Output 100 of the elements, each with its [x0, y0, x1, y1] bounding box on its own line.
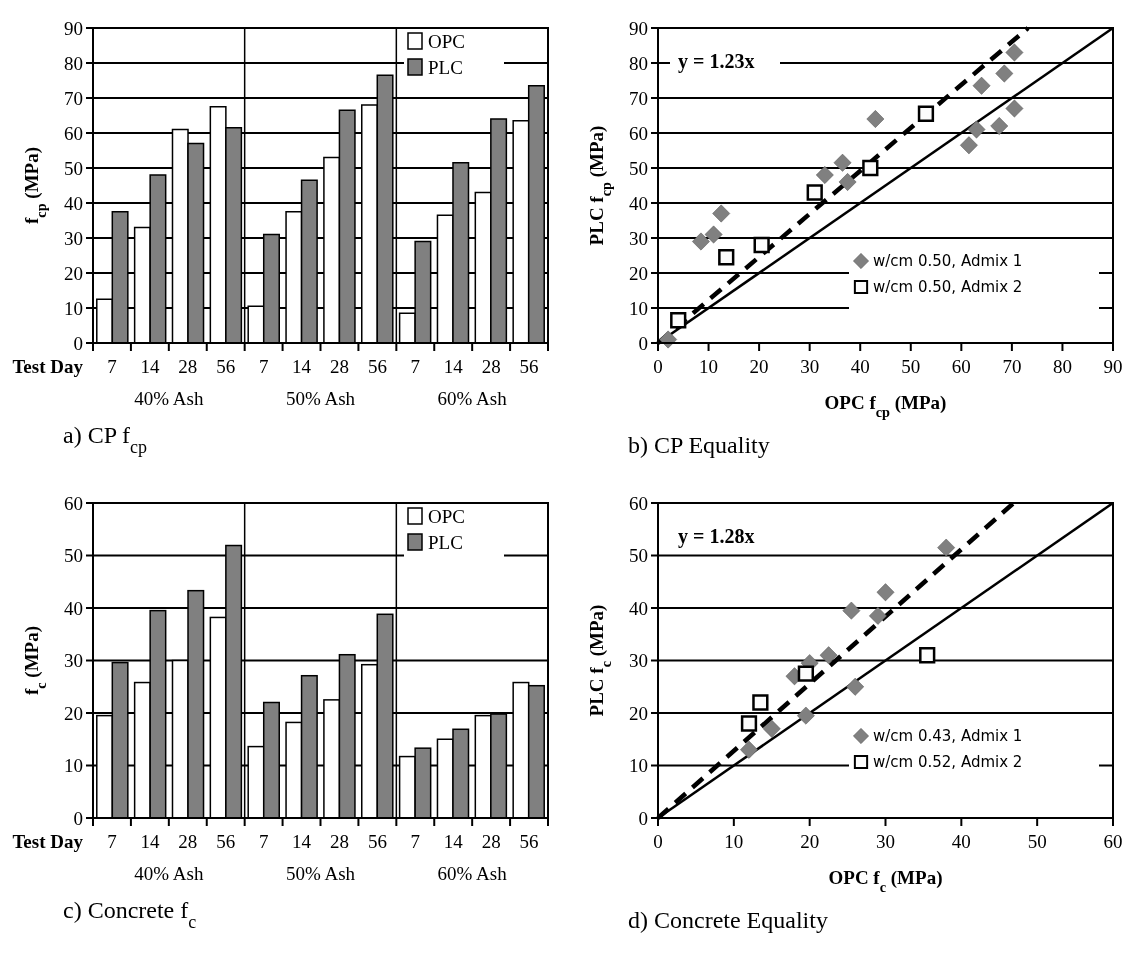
- x-tick-label: 56: [367, 356, 387, 377]
- legend-label: PLC: [428, 56, 463, 78]
- legend-label: PLC: [428, 531, 463, 553]
- point: [712, 204, 731, 223]
- point: [718, 249, 735, 266]
- point: [659, 330, 677, 349]
- x-tick-label: 50: [901, 356, 921, 377]
- legend-label: w/cm 0.43, Admix 1: [873, 727, 1023, 746]
- point: [740, 715, 758, 732]
- x-tick-label: 28: [178, 831, 198, 852]
- x-tick-label: 60: [1103, 831, 1123, 852]
- y-tick-label: 60: [629, 122, 648, 144]
- y-tick-label: 10: [64, 755, 83, 777]
- point: [866, 110, 885, 128]
- x-tick-label: 80: [1052, 356, 1072, 377]
- y-tick-label: 80: [629, 52, 648, 74]
- y-tick-label: 80: [64, 52, 83, 74]
- x-tick-label: 56: [216, 831, 236, 852]
- legend-label: OPC: [428, 30, 465, 52]
- y-tick-label: 20: [629, 702, 648, 724]
- point: [869, 606, 887, 625]
- x-tick-label: 7: [107, 831, 117, 852]
- y-tick-label: 20: [629, 262, 648, 284]
- x-axis-title: Test Day: [12, 356, 84, 377]
- x-tick-label: 28: [178, 356, 198, 377]
- y-tick-label: 60: [629, 492, 648, 514]
- point: [1005, 43, 1024, 62]
- point: [740, 740, 758, 759]
- x-tick-label: 14: [292, 831, 312, 852]
- y-tick-label: 10: [629, 755, 648, 777]
- x-tick-label: 0: [653, 831, 663, 852]
- x-tick-label: 0: [653, 356, 663, 377]
- point: [1005, 99, 1024, 118]
- point: [967, 120, 986, 139]
- x-tick-label: 90: [1103, 356, 1123, 377]
- point: [846, 677, 865, 696]
- x-tick-label: 30: [876, 831, 895, 852]
- point: [919, 647, 936, 664]
- y-tick-label: 30: [629, 650, 648, 672]
- x-tick-label: 14: [443, 356, 464, 377]
- point: [960, 136, 978, 155]
- point: [796, 706, 815, 725]
- point: [838, 173, 857, 191]
- x-tick-label: 10: [699, 356, 719, 377]
- y-tick-label: 50: [64, 157, 83, 179]
- y-tick-label: 40: [64, 597, 83, 619]
- point: [842, 601, 861, 620]
- x-axis-title: OPC f$_{c}$ (MPa): [828, 867, 943, 895]
- x-tick-label: 40: [850, 356, 870, 377]
- y-tick-label: 0: [73, 807, 83, 829]
- y-tick-label: 20: [64, 702, 83, 724]
- x-tick-label: 20: [749, 356, 769, 377]
- point: [704, 225, 723, 244]
- x-tick-label: 28: [329, 356, 349, 377]
- point: [862, 159, 879, 177]
- y-tick-label: 30: [629, 227, 648, 249]
- x-tick-label: 14: [443, 831, 464, 852]
- y-tick-label: 60: [64, 122, 83, 144]
- x-tick-label: 56: [519, 356, 539, 377]
- point: [692, 232, 710, 251]
- y-tick-label: 70: [629, 87, 648, 109]
- legend-label: w/cm 0.50, Admix 1: [873, 252, 1023, 271]
- x-tick-label: 7: [258, 356, 269, 377]
- x-tick-label: 10: [724, 831, 744, 852]
- y-tick-label: 10: [629, 297, 648, 319]
- x-tick-label: 28: [481, 356, 501, 377]
- y-tick-label: 0: [638, 332, 648, 354]
- x-tick-label: 7: [410, 356, 421, 377]
- y-tick-label: 40: [629, 597, 648, 619]
- x-tick-label: 20: [800, 831, 820, 852]
- text: 50% Ash: [285, 863, 356, 884]
- y-tick-label: 30: [64, 227, 83, 249]
- x-tick-label: 14: [140, 831, 160, 852]
- y-tick-label: 60: [64, 492, 83, 514]
- y-tick-label: 50: [64, 545, 83, 567]
- point: [990, 117, 1009, 135]
- x-tick-label: 56: [367, 831, 387, 852]
- y-tick-label: 50: [629, 157, 648, 179]
- point: [670, 312, 687, 329]
- text: 60% Ash: [437, 388, 508, 409]
- y-tick-label: 0: [73, 332, 83, 354]
- point: [833, 153, 852, 172]
- text: 40% Ash: [134, 388, 204, 409]
- point: [937, 538, 956, 557]
- point: [819, 646, 838, 665]
- point: [753, 236, 770, 254]
- x-tick-label: 28: [481, 831, 501, 852]
- x-tick-label: 7: [107, 356, 117, 377]
- text: b) CP Equality: [628, 432, 770, 458]
- y-tick-label: 10: [64, 297, 83, 319]
- x-tick-label: 70: [1002, 356, 1022, 377]
- x-tick-label: 7: [410, 831, 421, 852]
- legend-label: w/cm 0.52, Admix 2: [873, 753, 1023, 772]
- x-tick-label: 60: [951, 356, 971, 377]
- annotation: y = 1.23x: [678, 50, 755, 73]
- x-tick-label: 56: [519, 831, 539, 852]
- x-tick-label: 14: [292, 356, 312, 377]
- point: [917, 105, 935, 122]
- x-axis-title: Test Day: [12, 831, 84, 852]
- annotation: y = 1.28x: [678, 525, 755, 548]
